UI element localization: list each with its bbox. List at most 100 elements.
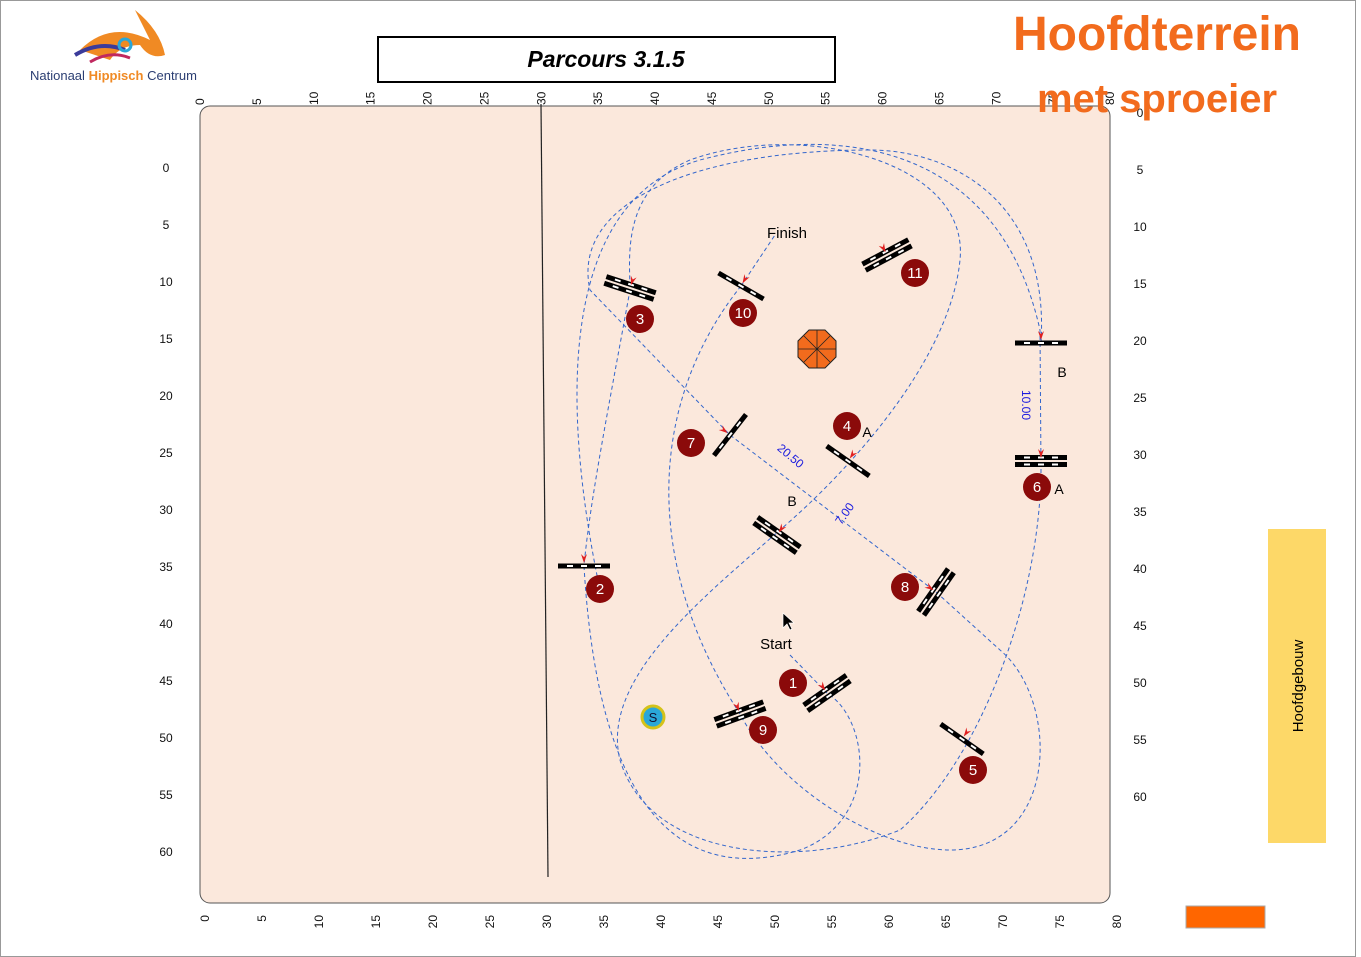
fence-stripe [764,521,771,527]
building-label: Hoofdgebouw [1290,640,1307,733]
fence-stripe [1024,456,1030,459]
fence [1015,331,1067,346]
fence [916,567,956,617]
water-icon [640,704,666,730]
top-axis-label: 35 [591,91,605,105]
fence-stripe [735,420,742,427]
left-axis-label: 60 [159,845,173,859]
top-axis-label: 50 [762,91,776,105]
fence [717,270,765,302]
obstacle-number: 7 [687,435,695,452]
fence [861,237,913,273]
fence-stripe [856,466,863,472]
bottom-axis-label: 40 [654,915,668,929]
fence-stripe [751,710,758,715]
right-axis-label: 10 [1133,220,1147,234]
obstacle-number: 5 [969,762,977,779]
bottom-axis-label: 65 [939,915,953,929]
bottom-axis-label: 30 [540,915,554,929]
fence [713,699,767,729]
route-line [576,143,1042,853]
top-axis-label: 40 [648,91,662,105]
obstacle-marker [959,756,987,784]
direction-arrow [718,425,728,434]
fence-stripe [894,243,901,248]
fence-stripe [1052,463,1058,466]
fence-stripe [567,565,573,567]
fence [1015,449,1067,467]
fence-stripe [958,736,966,742]
top-axis-label: 65 [932,91,946,105]
direction-arrow [1038,449,1044,458]
fence-stripe [641,287,648,291]
top-axis-label: 45 [705,91,719,105]
fence-stripe [837,685,844,691]
fence-stripe [783,543,790,549]
fence-stripe [885,255,892,261]
top-axis-label: 25 [477,91,491,105]
right-axis-label: 60 [1133,790,1147,804]
route-line [740,234,776,287]
combination-letter: B [1057,364,1066,380]
obstacle-marker [729,299,757,327]
fence-stripe [595,565,601,567]
water-label: S [649,710,658,725]
fence-stripe [1038,342,1044,344]
fence-stripe [771,535,779,541]
direction-arrow [742,274,750,284]
fence-stripe [873,262,880,267]
right-axis-label: 55 [1133,733,1147,747]
logo-text: Nationaal Hippisch Centrum [30,68,197,83]
fence-stripe [869,256,877,261]
fence-stripe [748,703,756,708]
obstacle-marker [586,575,614,603]
fence-stripe [833,679,840,685]
fence-stripe [944,579,950,586]
bottom-axis-label: 55 [825,915,839,929]
left-axis-label: 35 [159,560,173,574]
route [576,143,1043,859]
top-axis-label: 80 [1103,91,1117,105]
obstacle-number: 6 [1033,479,1041,496]
obstacle-number: 3 [636,311,644,328]
legend-swatch [1185,905,1266,929]
bottom-axis-label: 15 [369,915,383,929]
arena [199,105,1111,904]
obstacle-number: 11 [907,265,923,282]
fence [802,673,852,713]
fence-stripe [814,701,821,707]
logo-eye [117,37,133,53]
bottom-axis-label: 0 [198,915,212,922]
top-axis-label: 15 [364,91,378,105]
obstacle-marker [779,669,807,697]
building [1268,529,1326,843]
top-axis-label: 10 [307,91,321,105]
top-axis-label: 20 [421,91,435,105]
direction-arrow [878,242,886,253]
finish-label: Finish [767,225,807,242]
bottom-axis-label: 10 [312,915,326,929]
right-axis-label: 25 [1133,391,1147,405]
bottom-axis-label: 5 [255,915,269,922]
bottom-axis-label: 75 [1053,915,1067,929]
obstacle-marker [901,259,929,287]
fence-stripe [833,450,840,456]
title-box [377,36,836,83]
fence-stripe [750,290,757,296]
fence [825,444,871,478]
fence-stripe [625,289,633,294]
obstacle-marker [1023,473,1051,501]
fence-stripe [787,537,794,543]
left-axis-label: 15 [159,332,173,346]
route-line [587,149,1043,851]
obstacle-number: 9 [759,722,767,739]
fence-stripe [612,285,619,289]
fence-line [540,103,549,878]
bottom-axis-label: 50 [768,915,782,929]
fence-stripe [727,432,733,438]
logo: Nationaal Hippisch Centrum [30,10,197,83]
fence-stripe [639,293,646,298]
right-axis-label: 5 [1137,163,1144,177]
right-axis-label: 20 [1133,334,1147,348]
